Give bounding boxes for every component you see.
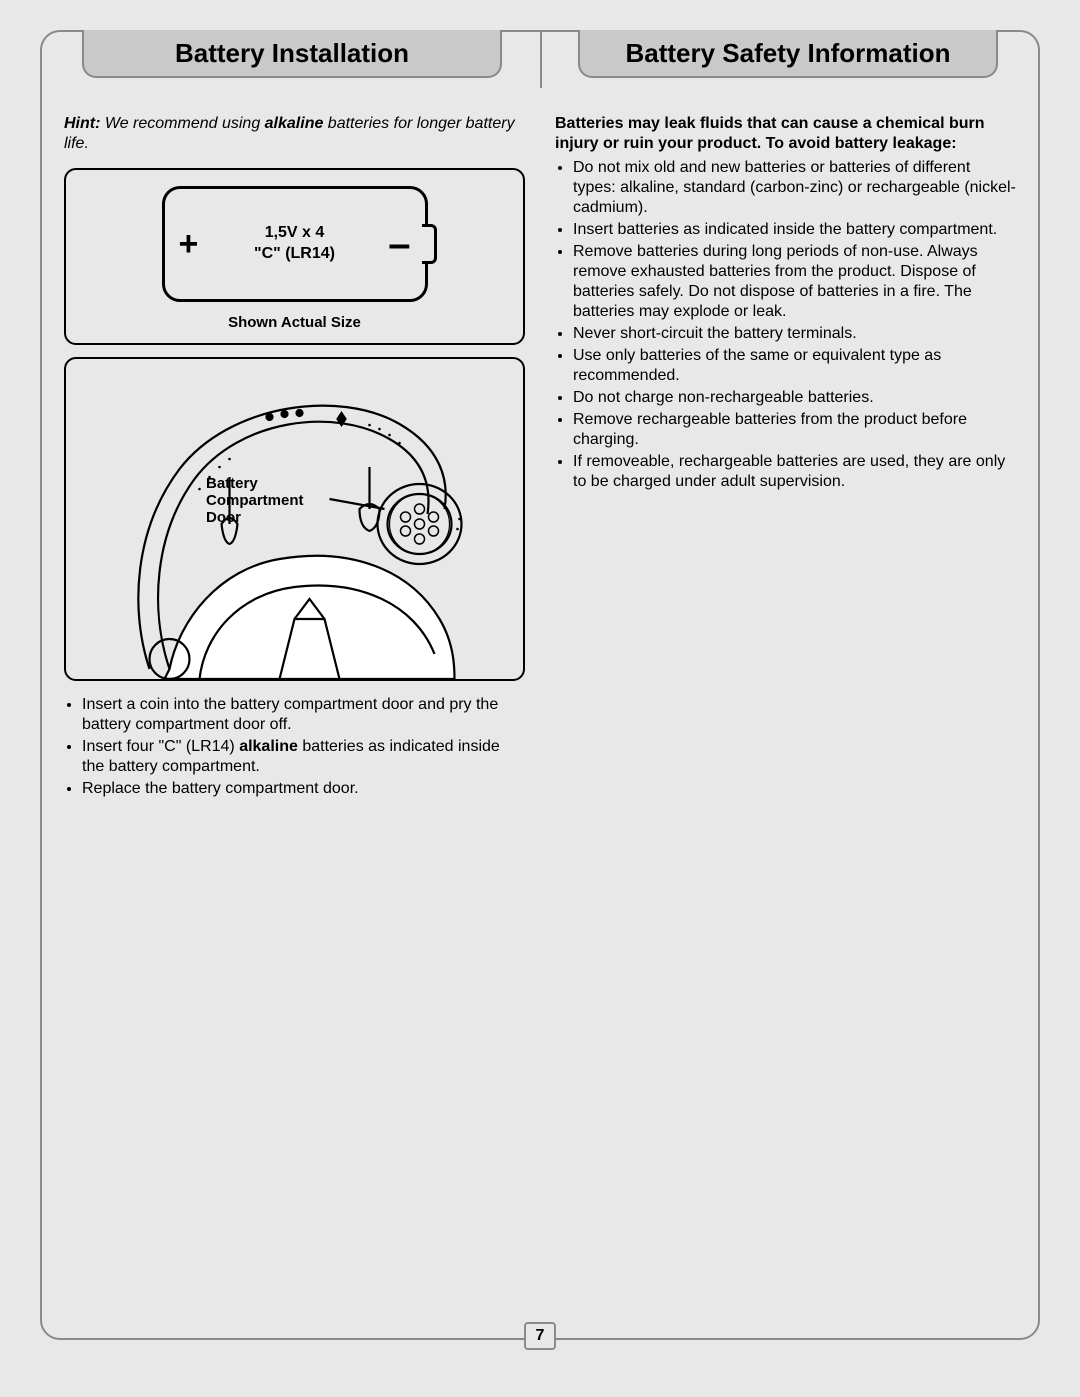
product-illustration: Battery Compartment Door [64, 357, 525, 681]
battery-size: "C" (LR14) [254, 244, 335, 265]
installation-step: Replace the battery compartment door. [82, 779, 525, 799]
hint-before: We recommend using [100, 115, 264, 132]
safety-intro: Batteries may leak fluids that can cause… [555, 114, 1016, 154]
installation-step: Insert a coin into the battery compartme… [82, 695, 525, 735]
battery-outline: + – 1,5V x 4 "C" (LR14) [162, 186, 428, 302]
page-frame: Battery Installation Battery Safety Info… [40, 30, 1040, 1340]
tab-right-label: Battery Safety Information [625, 38, 950, 69]
safety-bullet: Use only batteries of the same or equiva… [573, 346, 1016, 386]
page-number-value: 7 [536, 1327, 545, 1345]
actual-size-label: Shown Actual Size [82, 314, 507, 333]
hint-bold: alkaline [265, 115, 324, 132]
tab-battery-installation: Battery Installation [82, 30, 502, 78]
callout-l2: Compartment [206, 492, 304, 509]
safety-bullet: Remove batteries during long periods of … [573, 242, 1016, 322]
safety-bullet: Never short-circuit the battery terminal… [573, 324, 1016, 344]
callout-l1: Battery [206, 475, 258, 492]
safety-bullets: Do not mix old and new batteries or batt… [555, 158, 1016, 492]
safety-bullet: Do not charge non-rechargeable batteries… [573, 388, 1016, 408]
installation-step: Insert four "C" (LR14) alkaline batterie… [82, 737, 525, 777]
installation-steps: Insert a coin into the battery compartme… [64, 695, 525, 799]
battery-voltage: 1,5V x 4 [254, 223, 335, 244]
manual-page: Battery Installation Battery Safety Info… [0, 0, 1080, 1397]
safety-bullet: Insert batteries as indicated inside the… [573, 220, 1016, 240]
hint-label: Hint: [64, 115, 100, 132]
callout-l3: Door [206, 509, 241, 526]
battery-terminal-icon [422, 224, 437, 264]
hint-text: Hint: We recommend using alkaline batter… [64, 114, 525, 154]
right-column: Batteries may leak fluids that can cause… [543, 98, 1016, 1318]
plus-icon: + [179, 227, 199, 261]
safety-bullet: If removeable, rechargeable batteries ar… [573, 452, 1016, 492]
battery-diagram-box: + – 1,5V x 4 "C" (LR14) Shown Actual Siz… [64, 168, 525, 345]
tab-battery-safety: Battery Safety Information [578, 30, 998, 78]
left-column: Hint: We recommend using alkaline batter… [64, 98, 543, 1318]
battery-door-callout: Battery Compartment Door [206, 475, 304, 527]
safety-bullet: Do not mix old and new batteries or batt… [573, 158, 1016, 218]
top-divider [540, 30, 542, 88]
content-columns: Hint: We recommend using alkaline batter… [42, 32, 1038, 1338]
tab-left-label: Battery Installation [175, 38, 409, 69]
safety-bullet: Remove rechargeable batteries from the p… [573, 410, 1016, 450]
battery-spec: 1,5V x 4 "C" (LR14) [254, 223, 335, 265]
page-number: 7 [524, 1322, 556, 1350]
minus-icon: – [388, 224, 410, 264]
